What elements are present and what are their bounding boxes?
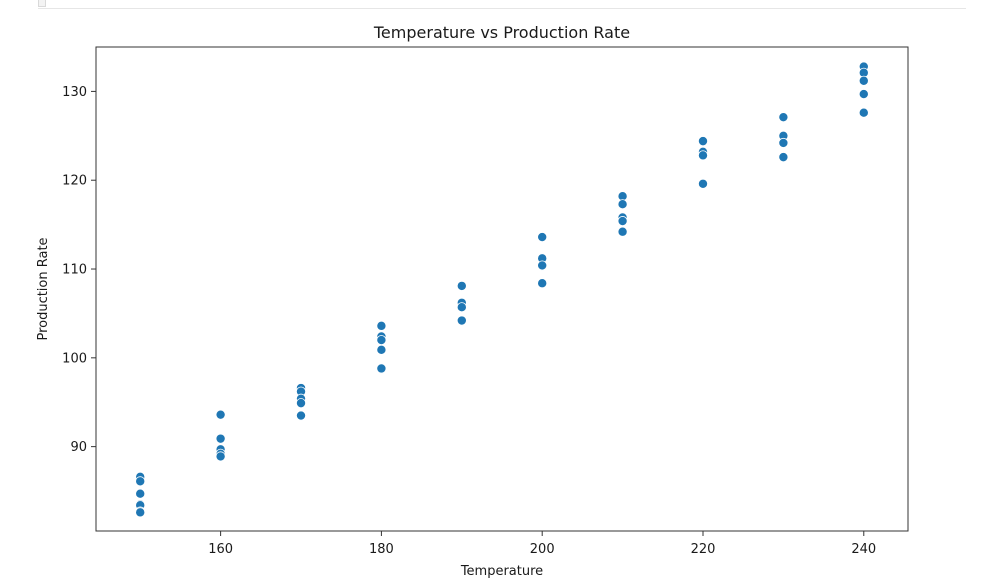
data-point xyxy=(617,216,628,227)
y-tick-label: 100 xyxy=(62,351,87,366)
data-point xyxy=(135,488,146,499)
data-point xyxy=(778,137,789,148)
data-point xyxy=(778,152,789,163)
data-point xyxy=(858,75,869,86)
data-point xyxy=(215,409,226,420)
x-tick-label: 240 xyxy=(851,542,876,557)
x-axis-ticks: 160 180 200 220 240 xyxy=(208,531,876,557)
y-axis-label: Production Rate xyxy=(36,237,51,340)
data-point xyxy=(296,410,307,421)
data-point xyxy=(697,136,708,147)
plot-area xyxy=(95,46,909,532)
data-point xyxy=(296,398,307,409)
cell-corner-marker xyxy=(38,0,46,7)
x-axis-label: Temperature xyxy=(460,564,543,579)
data-point xyxy=(135,476,146,487)
data-point xyxy=(215,451,226,462)
x-tick-label: 160 xyxy=(208,542,233,557)
data-point xyxy=(376,363,387,374)
data-point xyxy=(617,226,628,237)
data-point xyxy=(778,112,789,123)
notebook-cell-top-border xyxy=(38,0,966,9)
x-tick-label: 220 xyxy=(691,542,716,557)
data-point xyxy=(456,302,467,313)
data-point xyxy=(135,507,146,518)
chart-title: Temperature vs Production Rate xyxy=(373,23,630,42)
y-tick-label: 90 xyxy=(70,440,87,455)
data-points xyxy=(135,61,869,518)
data-point xyxy=(456,280,467,291)
x-tick-label: 180 xyxy=(369,542,394,557)
x-tick-label: 200 xyxy=(530,542,555,557)
data-point xyxy=(537,232,548,243)
data-point xyxy=(697,150,708,161)
data-point xyxy=(537,278,548,289)
data-point xyxy=(376,335,387,346)
data-point xyxy=(376,344,387,355)
data-point xyxy=(537,260,548,271)
data-point xyxy=(376,320,387,331)
data-point xyxy=(697,178,708,189)
y-tick-label: 110 xyxy=(62,263,87,278)
data-point xyxy=(617,199,628,210)
y-tick-label: 120 xyxy=(62,174,87,189)
data-point xyxy=(456,315,467,326)
data-point xyxy=(858,89,869,100)
data-point xyxy=(858,107,869,118)
data-point xyxy=(215,433,226,444)
y-axis-ticks: 90 100 110 120 130 xyxy=(62,85,96,455)
y-tick-label: 130 xyxy=(62,85,87,100)
